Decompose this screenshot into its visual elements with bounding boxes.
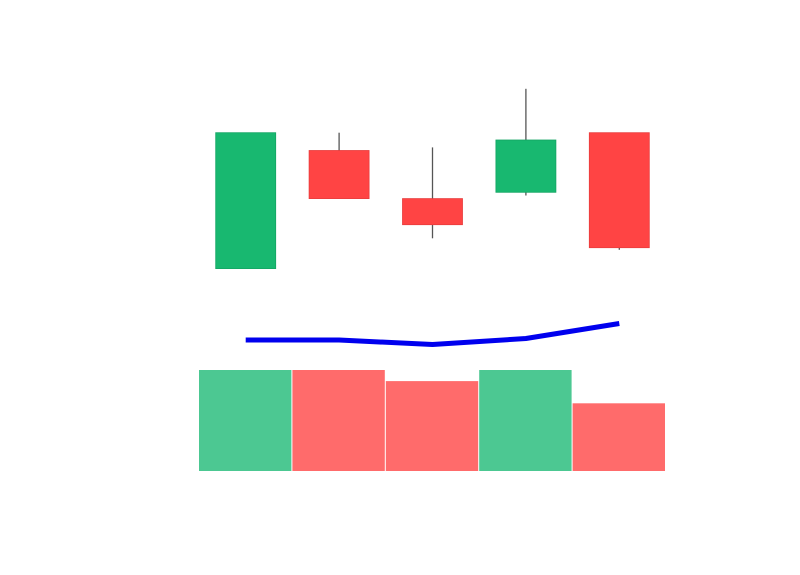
candle-body-4	[495, 139, 557, 193]
candle-4	[495, 88, 557, 196]
moving-average-line	[245, 321, 620, 347]
candle-1	[215, 132, 277, 269]
volume-bar-3	[385, 381, 479, 471]
volume-bar-5	[572, 403, 665, 471]
candle-body-1	[215, 132, 277, 269]
candle-body-2	[308, 150, 370, 199]
moving-average	[245, 321, 620, 347]
volume-bars	[199, 370, 665, 471]
candles	[215, 88, 650, 269]
candle-3	[402, 147, 463, 239]
volume-bar-1	[199, 370, 292, 471]
candle-body-5	[588, 132, 650, 249]
candle-5	[588, 132, 650, 250]
volume-bar-2	[292, 370, 385, 471]
candle-2	[308, 132, 370, 199]
volume-bar-4	[479, 370, 572, 471]
candle-body-3	[402, 198, 463, 226]
